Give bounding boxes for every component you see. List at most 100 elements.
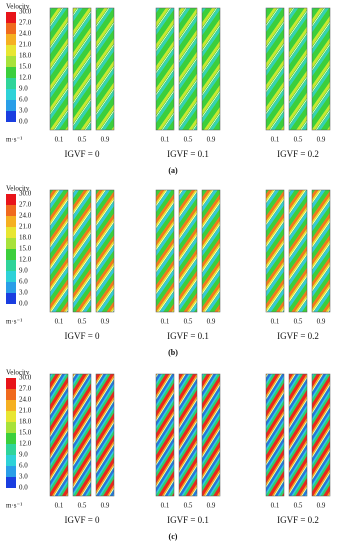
colorbar-tick: 27.0 [19, 19, 32, 27]
colorbar-band [6, 400, 16, 411]
group-caption: IGVF = 0.2 [277, 515, 319, 525]
colorbar-tick: 12.0 [19, 256, 32, 264]
strip-label: 0.1 [271, 136, 280, 144]
strip-label: 0.1 [161, 502, 170, 510]
colorbar-band [6, 216, 16, 227]
strip-label: 0.1 [55, 136, 64, 144]
strip-label: 0.1 [161, 318, 170, 326]
colorbar-band [6, 466, 16, 477]
colorbar-band [6, 45, 16, 56]
colorbar-band [6, 194, 16, 205]
colorbar-tick: 24.0 [19, 30, 32, 38]
contour-strip [95, 7, 115, 131]
contour-strip [288, 373, 308, 497]
strip-label: 0.5 [294, 136, 303, 144]
colorbar-tick: 15.0 [19, 429, 32, 437]
group-caption: IGVF = 0.1 [167, 149, 209, 159]
colorbar-tick: 30.0 [19, 374, 32, 382]
colorbar-tick: 21.0 [19, 407, 32, 415]
colorbar-tick: 3.0 [19, 107, 28, 115]
colorbar-tick: 0.0 [19, 300, 28, 308]
colorbar-band [6, 89, 16, 100]
colorbar-tick: 30.0 [19, 190, 32, 198]
colorbar-band [6, 78, 16, 89]
colorbar-tick: 21.0 [19, 41, 32, 49]
colorbar-tick: 0.0 [19, 484, 28, 492]
strip-label: 0.9 [207, 136, 216, 144]
colorbar-band [6, 23, 16, 34]
colorbar-band [6, 378, 16, 389]
colorbar-tick: 12.0 [19, 74, 32, 82]
strip-label: 0.1 [55, 502, 64, 510]
strip-label: 0.1 [55, 318, 64, 326]
panel-label: (a) [168, 166, 178, 175]
colorbar-band [6, 422, 16, 433]
colorbar-tick: 12.0 [19, 440, 32, 448]
contour-strip [265, 373, 285, 497]
legend-unit: m·s⁻¹ [6, 318, 22, 326]
colorbar-band [6, 477, 16, 488]
contour-strip [201, 7, 221, 131]
strip-label: 0.9 [207, 318, 216, 326]
colorbar-tick: 9.0 [19, 267, 28, 275]
contour-strip [178, 7, 198, 131]
contour-strip [72, 373, 92, 497]
colorbar-band [6, 12, 16, 23]
contour-strip [72, 189, 92, 313]
contour-strip [155, 373, 175, 497]
contour-strip [201, 189, 221, 313]
strip-label: 0.9 [317, 136, 326, 144]
colorbar-band [6, 282, 16, 293]
strip-label: 0.9 [101, 318, 110, 326]
colorbar-tick: 6.0 [19, 96, 28, 104]
colorbar-tick: 15.0 [19, 63, 32, 71]
colorbar-tick: 18.0 [19, 52, 32, 60]
legend-title: Velocity [6, 185, 30, 193]
colorbar-band [6, 34, 16, 45]
contour-strip [155, 189, 175, 313]
contour-strip [49, 189, 69, 313]
group-caption: IGVF = 0 [64, 331, 100, 341]
contour-strip [72, 7, 92, 131]
group-caption: IGVF = 0.1 [167, 515, 209, 525]
contour-strip [95, 373, 115, 497]
group-caption: IGVF = 0 [64, 149, 100, 159]
strip-label: 0.5 [184, 502, 193, 510]
strip-label: 0.9 [101, 136, 110, 144]
contour-strip [311, 189, 331, 313]
colorbar-band [6, 100, 16, 111]
group-caption: IGVF = 0.2 [277, 331, 319, 341]
strip-label: 0.9 [101, 502, 110, 510]
colorbar-tick: 24.0 [19, 396, 32, 404]
colorbar-tick: 27.0 [19, 201, 32, 209]
colorbar-band [6, 411, 16, 422]
contour-strip [178, 373, 198, 497]
contour-strip [95, 189, 115, 313]
strip-label: 0.5 [184, 318, 193, 326]
colorbar-tick: 21.0 [19, 223, 32, 231]
contour-strip [265, 189, 285, 313]
contour-strip [49, 373, 69, 497]
strip-label: 0.5 [294, 318, 303, 326]
legend-unit: m·s⁻¹ [6, 136, 22, 144]
colorbar-tick: 3.0 [19, 473, 28, 481]
strip-label: 0.9 [317, 318, 326, 326]
contour-strip [155, 7, 175, 131]
colorbar-band [6, 56, 16, 67]
strip-label: 0.5 [78, 318, 87, 326]
contour-strip [288, 7, 308, 131]
colorbar-band [6, 67, 16, 78]
colorbar-band [6, 293, 16, 304]
colorbar-tick: 30.0 [19, 8, 32, 16]
contour-strip [311, 7, 331, 131]
colorbar-band [6, 444, 16, 455]
colorbar-tick: 9.0 [19, 451, 28, 459]
strip-label: 0.5 [78, 136, 87, 144]
panel-label: (c) [169, 532, 178, 541]
colorbar-band [6, 205, 16, 216]
colorbar-band [6, 271, 16, 282]
legend-title: Velocity [6, 3, 30, 11]
strip-label: 0.1 [161, 136, 170, 144]
colorbar-band [6, 249, 16, 260]
